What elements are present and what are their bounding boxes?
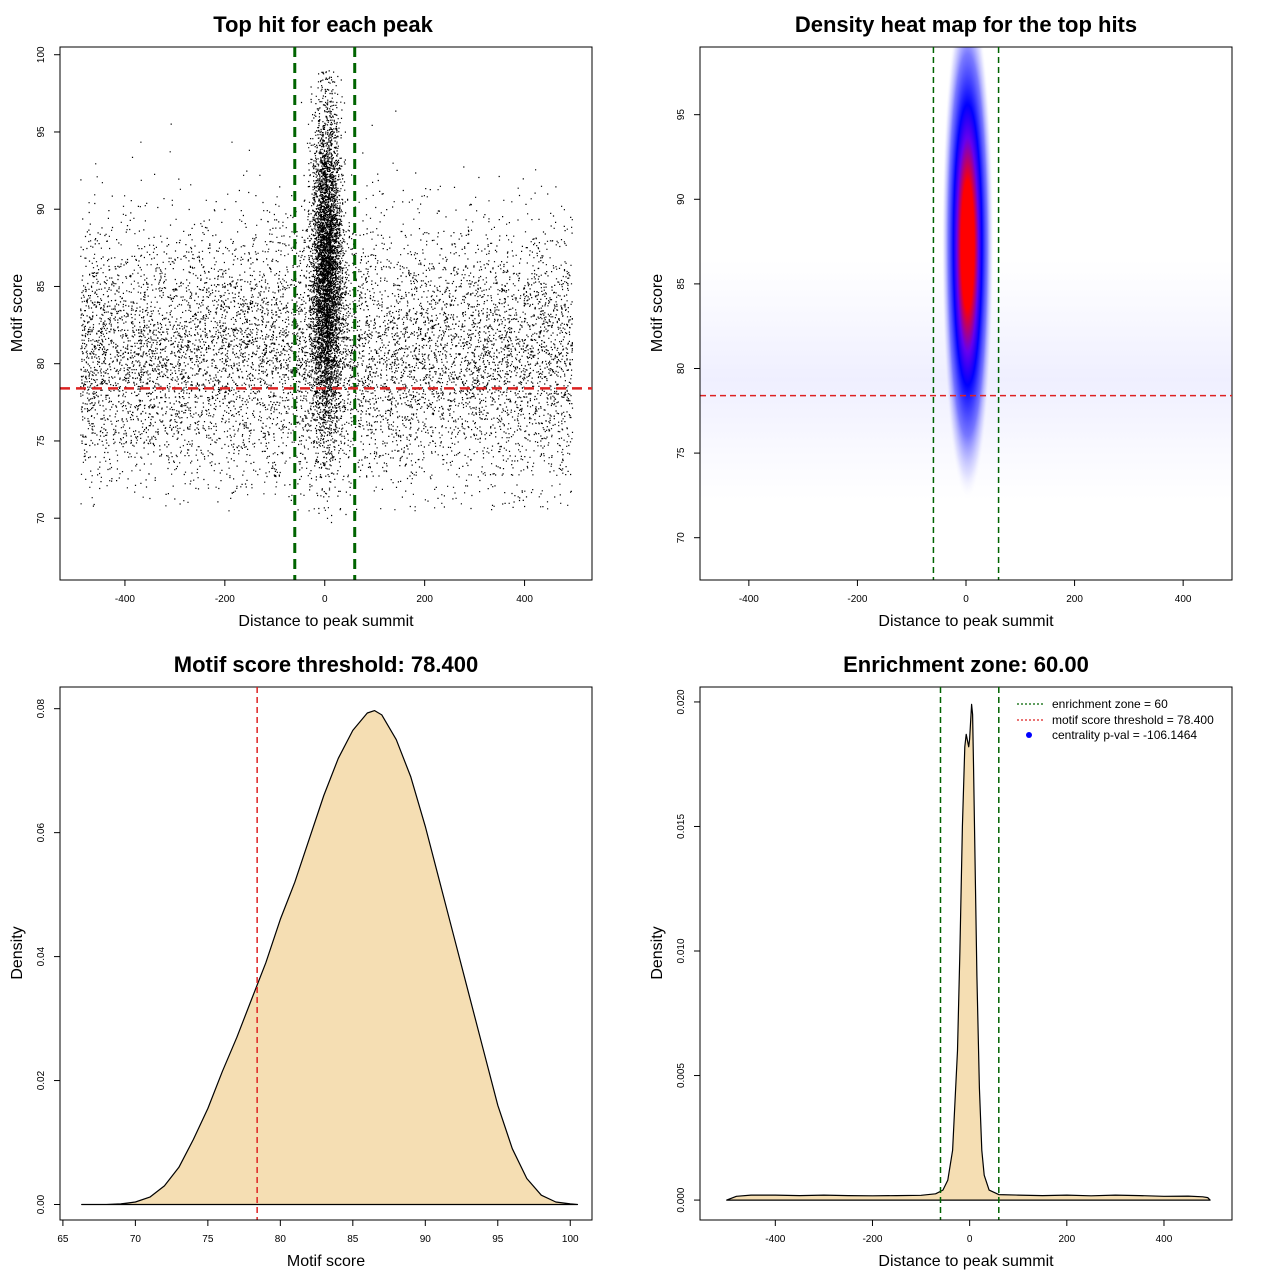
distance-density-y-axis: 0.000 0.005 0.010 0.015 0.020 (676, 689, 701, 1213)
x-tick-label: 0 (322, 594, 328, 605)
y-tick-label: 95 (676, 109, 687, 121)
x-tick-label: 75 (202, 1234, 214, 1245)
scatter-title: Top hit for each peak (213, 12, 433, 37)
legend-enrichment-label: enrichment zone = 60 (1052, 697, 1168, 711)
x-tick-label: 200 (1058, 1234, 1075, 1245)
legend-pval-label: centrality p-val = -106.1464 (1052, 728, 1197, 742)
y-tick-label: 0.02 (36, 1070, 47, 1090)
density-area (726, 703, 1211, 1201)
scatter-y-axis-label: Motif score (9, 274, 26, 352)
score-density-panel: Motif score threshold: 78.400 65 70 75 80 85… (9, 652, 593, 1270)
distance-density-x-axis: -400 -200 0 200 400 (765, 1219, 1173, 1245)
x-tick-label: 70 (130, 1234, 142, 1245)
x-tick-label: -400 (765, 1234, 785, 1245)
scatter-x-axis-label: Distance to peak summit (238, 613, 414, 630)
heatmap-y-axis-label: Motif score (649, 274, 666, 352)
heatmap-y-axis: 70 75 80 85 90 95 (676, 109, 701, 544)
score-density-title: Motif score threshold: 78.400 (174, 652, 478, 677)
distance-density-y-axis-label: Density (649, 926, 666, 979)
x-tick-label: 100 (562, 1234, 579, 1245)
legend-threshold-label: motif score threshold = 78.400 (1052, 713, 1214, 727)
y-tick-label: 0.020 (676, 689, 687, 714)
x-tick-label: -400 (115, 594, 135, 605)
scatter-points (80, 70, 574, 524)
x-tick-label: -200 (862, 1234, 882, 1245)
x-tick-label: -400 (739, 594, 759, 605)
y-tick-label: 0.015 (676, 814, 687, 839)
scatter-y-axis: 70 75 80 85 90 95 100 (36, 46, 61, 524)
x-tick-label: -200 (215, 594, 235, 605)
score-density-y-axis-label: Density (9, 926, 26, 979)
density-area (81, 710, 579, 1206)
y-tick-label: 0.00 (36, 1194, 47, 1214)
x-tick-label: 400 (1156, 1234, 1173, 1245)
y-tick-label: 0.08 (36, 699, 47, 719)
heatmap-density-peak (941, 47, 994, 500)
x-tick-label: 400 (516, 594, 533, 605)
distance-density-reference-lines (939, 687, 1000, 1220)
x-tick-label: 85 (347, 1234, 359, 1245)
y-tick-label: 90 (36, 203, 47, 215)
y-tick-label: 0.005 (676, 1063, 687, 1088)
distance-density-x-axis-label: Distance to peak summit (878, 1253, 1054, 1270)
x-tick-label: 400 (1175, 594, 1192, 605)
scatter-point-cloud (80, 70, 574, 524)
x-tick-label: 90 (420, 1234, 432, 1245)
scatter-panel: Top hit for each peak -400 -200 0 200 400 70… (9, 12, 593, 630)
heatmap-x-axis-label: Distance to peak summit (878, 613, 1054, 630)
x-tick-label: 200 (1066, 594, 1083, 605)
x-tick-label: 0 (967, 1234, 973, 1245)
y-tick-label: 0.010 (676, 938, 687, 963)
x-tick-label: 0 (963, 594, 969, 605)
heatmap-reference-lines (700, 47, 1232, 580)
heatmap-x-axis: -400 -200 0 200 400 (739, 579, 1192, 605)
distance-density-curve (726, 703, 1211, 1201)
y-tick-label: 0.06 (36, 822, 47, 842)
score-density-x-axis: 65 70 75 80 85 90 95 100 (57, 1219, 579, 1245)
x-tick-label: -200 (847, 594, 867, 605)
y-tick-label: 70 (36, 512, 47, 524)
distance-density-panel: Enrichment zone: 60.00 -400 -200 0 200 400 0… (649, 652, 1233, 1270)
x-tick-label: 200 (416, 594, 433, 605)
score-density-y-axis: 0.00 0.02 0.04 0.06 0.08 (36, 699, 61, 1214)
distance-density-title: Enrichment zone: 60.00 (843, 652, 1089, 677)
score-density-x-axis-label: Motif score (287, 1253, 365, 1270)
y-tick-label: 80 (676, 362, 687, 374)
y-tick-label: 0.04 (36, 946, 47, 966)
scatter-reference-lines (60, 47, 592, 580)
x-tick-label: 95 (492, 1234, 504, 1245)
y-tick-label: 75 (36, 435, 47, 447)
y-tick-label: 85 (676, 278, 687, 290)
scatter-x-axis: -400 -200 0 200 400 (115, 579, 533, 605)
y-tick-label: 70 (676, 532, 687, 544)
heatmap-title: Density heat map for the top hits (795, 12, 1137, 37)
y-tick-label: 75 (676, 447, 687, 459)
score-density-curve (81, 710, 579, 1206)
y-tick-label: 95 (36, 126, 47, 138)
y-tick-label: 0.000 (676, 1187, 687, 1212)
y-tick-label: 90 (676, 193, 687, 205)
y-tick-label: 85 (36, 280, 47, 292)
legend-pval-point (1026, 732, 1032, 738)
y-tick-label: 80 (36, 358, 47, 370)
heatmap-panel: Density heat map for the top hits (649, 12, 1233, 630)
x-tick-label: 65 (57, 1234, 69, 1245)
y-tick-label: 100 (36, 46, 47, 63)
distance-density-legend: enrichment zone = 60 motif score thresho… (1017, 697, 1214, 742)
x-tick-label: 80 (275, 1234, 287, 1245)
